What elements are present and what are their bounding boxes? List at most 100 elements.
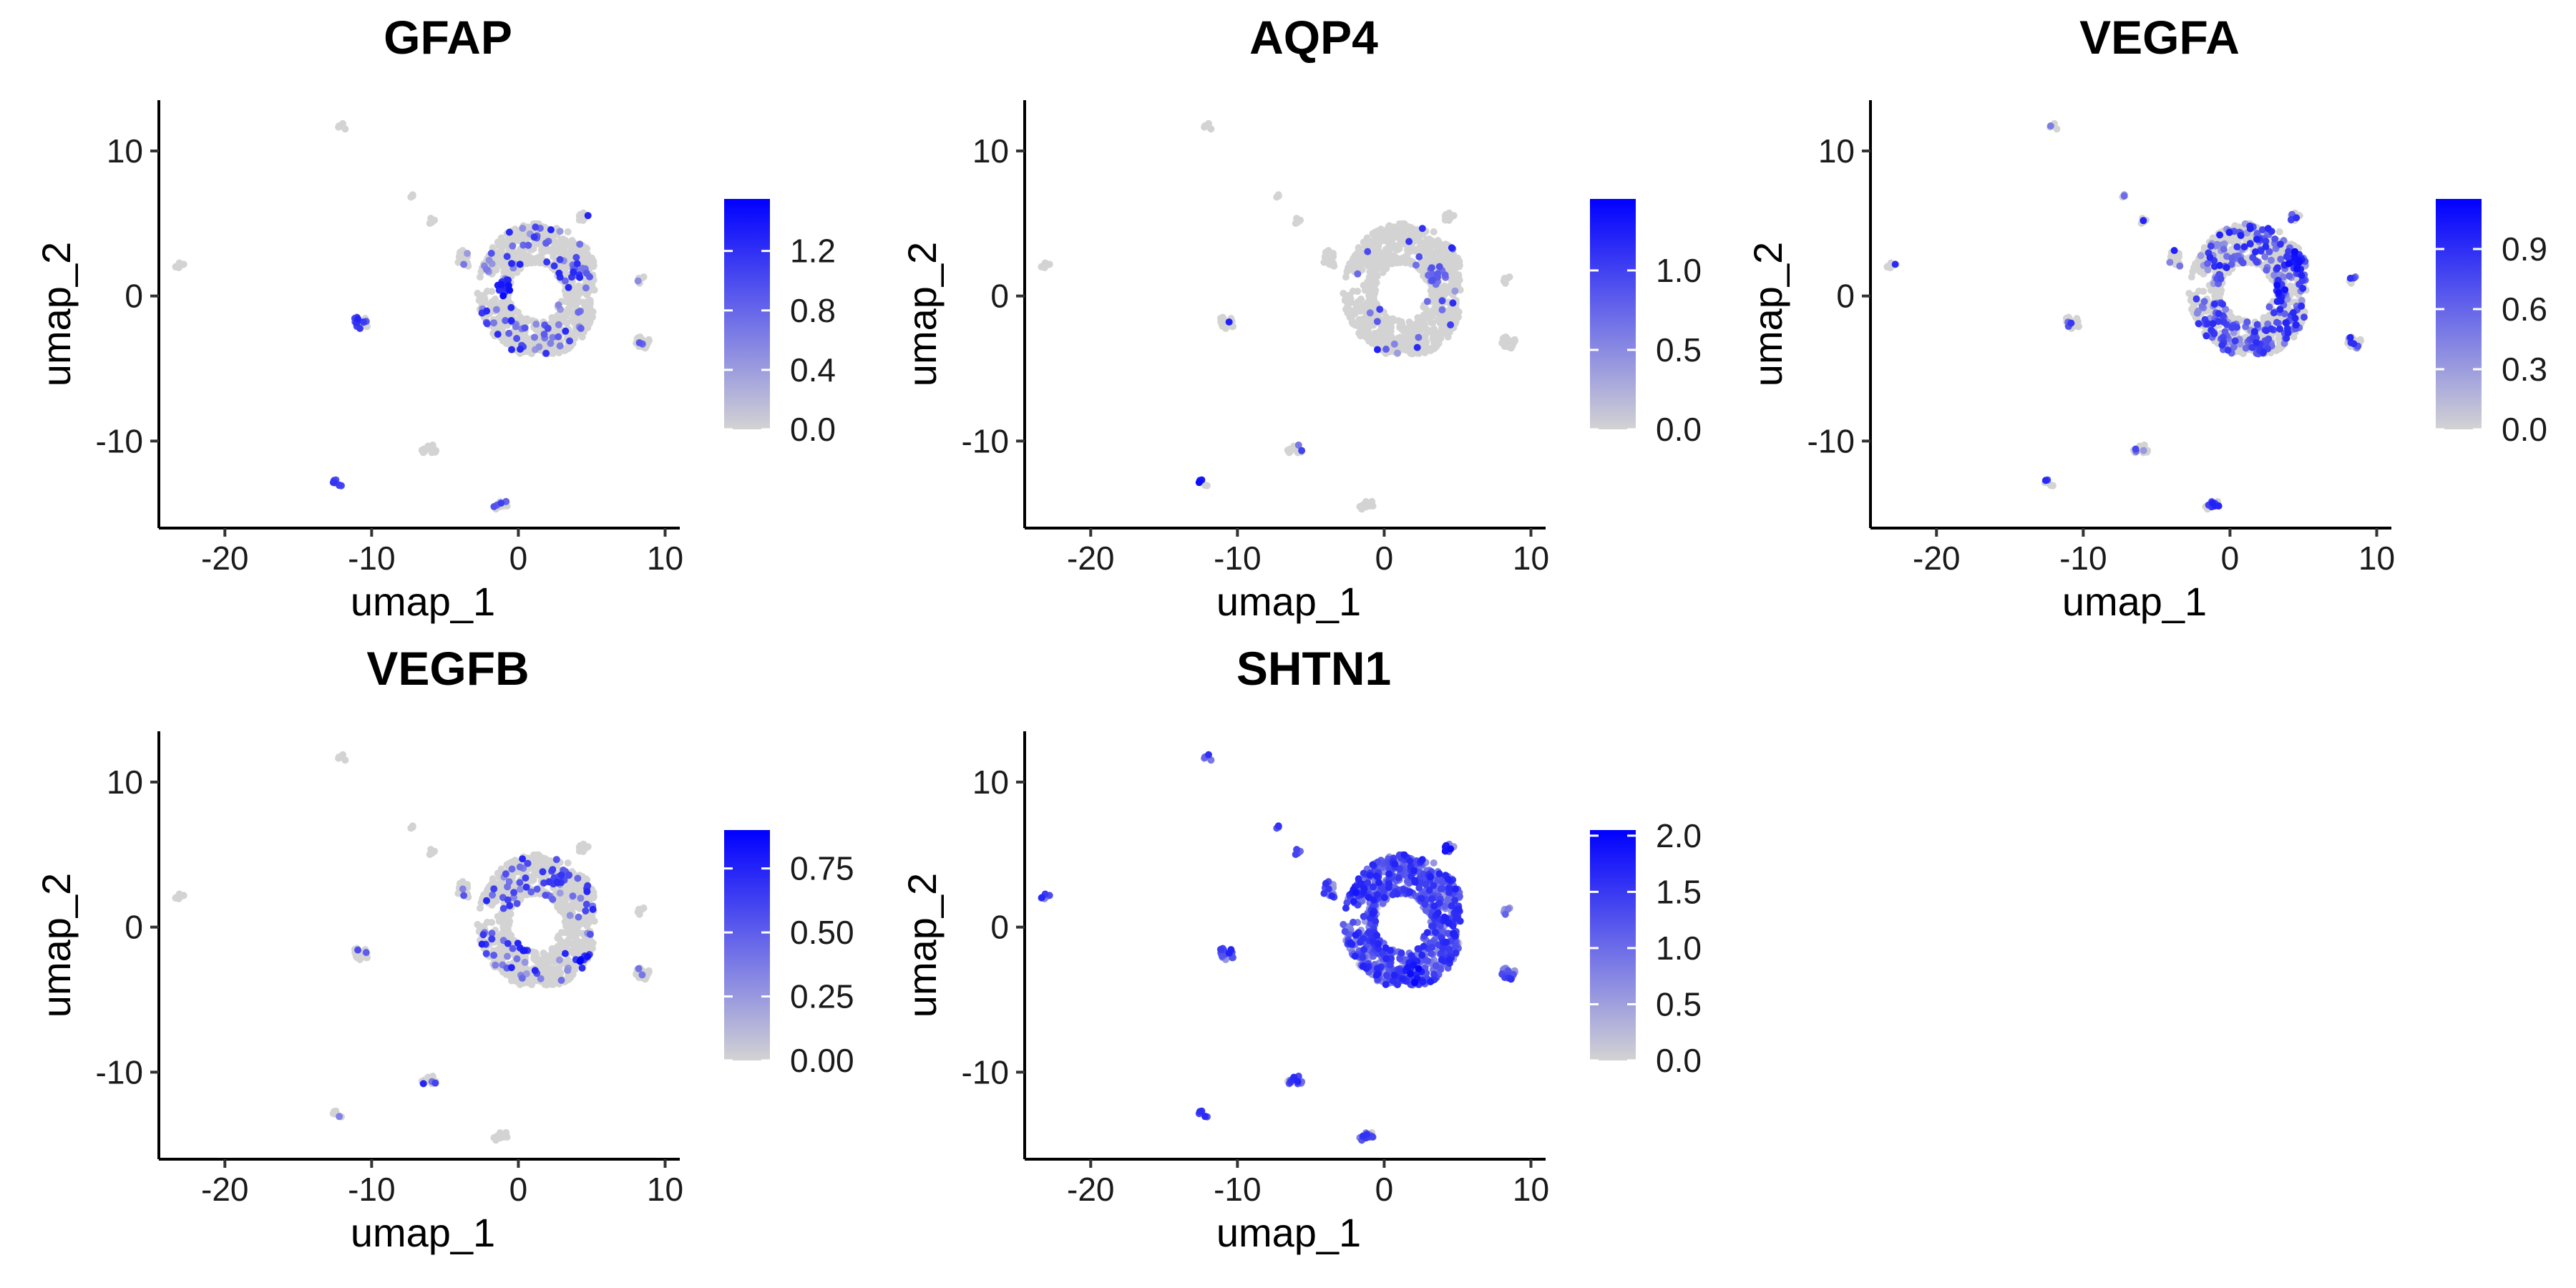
cell-point bbox=[499, 260, 507, 268]
cell-point bbox=[638, 971, 646, 979]
x-tick-label: 0 bbox=[509, 1171, 528, 1208]
cell-point bbox=[565, 345, 572, 352]
cell-point bbox=[556, 889, 564, 897]
cell-point bbox=[2233, 243, 2241, 250]
plot-title: VEGFB bbox=[366, 642, 529, 695]
cell-points bbox=[1038, 119, 1518, 513]
cell-point bbox=[516, 879, 524, 887]
cell-point bbox=[2293, 214, 2301, 222]
cell-point bbox=[2046, 122, 2054, 130]
cell-point bbox=[1450, 212, 1458, 220]
cell-point bbox=[1422, 907, 1430, 914]
cell-point bbox=[1452, 318, 1460, 326]
legend-tick-label: 0.6 bbox=[2502, 291, 2547, 328]
cell-point bbox=[2195, 320, 2202, 328]
cell-point bbox=[516, 863, 524, 871]
cell-point bbox=[2277, 297, 2285, 305]
x-tick-label: -10 bbox=[348, 1171, 395, 1208]
feature-plot-panel: VEGFB-20 -10 0 10-10010umap_1umap_20.000.25… bbox=[34, 642, 854, 1255]
cell-point bbox=[565, 283, 572, 291]
x-tick-label: 10 bbox=[647, 1171, 683, 1208]
cell-point bbox=[560, 909, 567, 917]
cell-point bbox=[2209, 320, 2217, 328]
cell-point bbox=[1379, 268, 1387, 276]
cell-point bbox=[1415, 326, 1423, 333]
cell-point bbox=[2270, 309, 2278, 317]
cell-point bbox=[549, 248, 556, 256]
cell-point bbox=[2209, 499, 2217, 507]
cell-point bbox=[1363, 280, 1371, 288]
cell-point bbox=[518, 975, 526, 982]
cell-point bbox=[1404, 258, 1412, 266]
cell-point bbox=[545, 979, 553, 987]
cell-point bbox=[582, 907, 590, 914]
cell-point bbox=[460, 892, 468, 899]
cell-point bbox=[407, 193, 415, 201]
cell-point bbox=[474, 921, 482, 928]
cell-point bbox=[556, 255, 564, 263]
cell-point bbox=[557, 872, 565, 879]
cell-point bbox=[550, 968, 557, 976]
cell-point bbox=[1349, 320, 1357, 328]
cell-point bbox=[1341, 927, 1349, 935]
x-tick-label: -10 bbox=[2059, 540, 2107, 577]
y-axis-label: umap_2 bbox=[899, 242, 945, 386]
cell-point bbox=[2264, 225, 2272, 233]
cell-point bbox=[1423, 298, 1431, 306]
y-tick-label: -10 bbox=[96, 1053, 143, 1091]
y-tick-label: 10 bbox=[1818, 132, 1855, 170]
cell-point bbox=[1501, 343, 1508, 351]
cell-point bbox=[583, 888, 591, 895]
x-tick-label: -10 bbox=[1214, 540, 1261, 577]
cell-point bbox=[1432, 962, 1440, 970]
cell-point bbox=[483, 307, 491, 315]
x-axis-label: umap_1 bbox=[1216, 1210, 1361, 1255]
cell-point bbox=[507, 340, 515, 348]
cell-point bbox=[479, 300, 487, 308]
cell-point bbox=[485, 256, 493, 264]
cell-point bbox=[586, 930, 594, 938]
cell-point bbox=[578, 964, 586, 972]
cell-point bbox=[431, 448, 439, 456]
cell-point bbox=[1293, 846, 1301, 854]
cell-point bbox=[499, 306, 507, 313]
cell-point bbox=[1346, 291, 1354, 299]
cell-point bbox=[1445, 251, 1453, 259]
cell-point bbox=[2273, 264, 2281, 272]
cell-point bbox=[513, 955, 521, 962]
cell-point bbox=[1322, 249, 1330, 256]
cell-point bbox=[565, 937, 572, 945]
cell-point bbox=[1385, 224, 1392, 232]
cell-point bbox=[177, 892, 185, 900]
cell-point bbox=[2166, 258, 2174, 266]
cell-point bbox=[487, 250, 495, 257]
cell-point bbox=[2265, 335, 2273, 343]
cell-point bbox=[544, 955, 552, 963]
cell-point bbox=[536, 253, 544, 260]
cell-point bbox=[1419, 347, 1427, 355]
cell-point bbox=[2204, 260, 2212, 268]
cell-point bbox=[1424, 957, 1432, 965]
cell-point bbox=[331, 479, 338, 487]
cell-point bbox=[1437, 253, 1445, 260]
cell-point bbox=[535, 343, 543, 351]
cell-point bbox=[544, 324, 552, 332]
cell-point bbox=[1427, 318, 1435, 326]
cell-point bbox=[499, 292, 507, 300]
cell-point bbox=[1204, 122, 1211, 130]
cell-point bbox=[582, 284, 590, 292]
cell-point bbox=[1369, 502, 1377, 509]
cell-point bbox=[1435, 263, 1443, 270]
cell-point bbox=[2298, 271, 2306, 279]
cell-point bbox=[1374, 346, 1381, 353]
y-axis-label: umap_2 bbox=[899, 873, 945, 1018]
cell-point bbox=[1430, 336, 1438, 343]
cell-point bbox=[2224, 346, 2232, 354]
cell-point bbox=[582, 919, 590, 927]
cell-point bbox=[1412, 261, 1420, 269]
cell-point bbox=[1360, 912, 1367, 920]
cell-point bbox=[1373, 273, 1381, 280]
cell-point bbox=[575, 291, 582, 299]
cell-point bbox=[2185, 290, 2193, 297]
cell-point bbox=[454, 258, 462, 266]
